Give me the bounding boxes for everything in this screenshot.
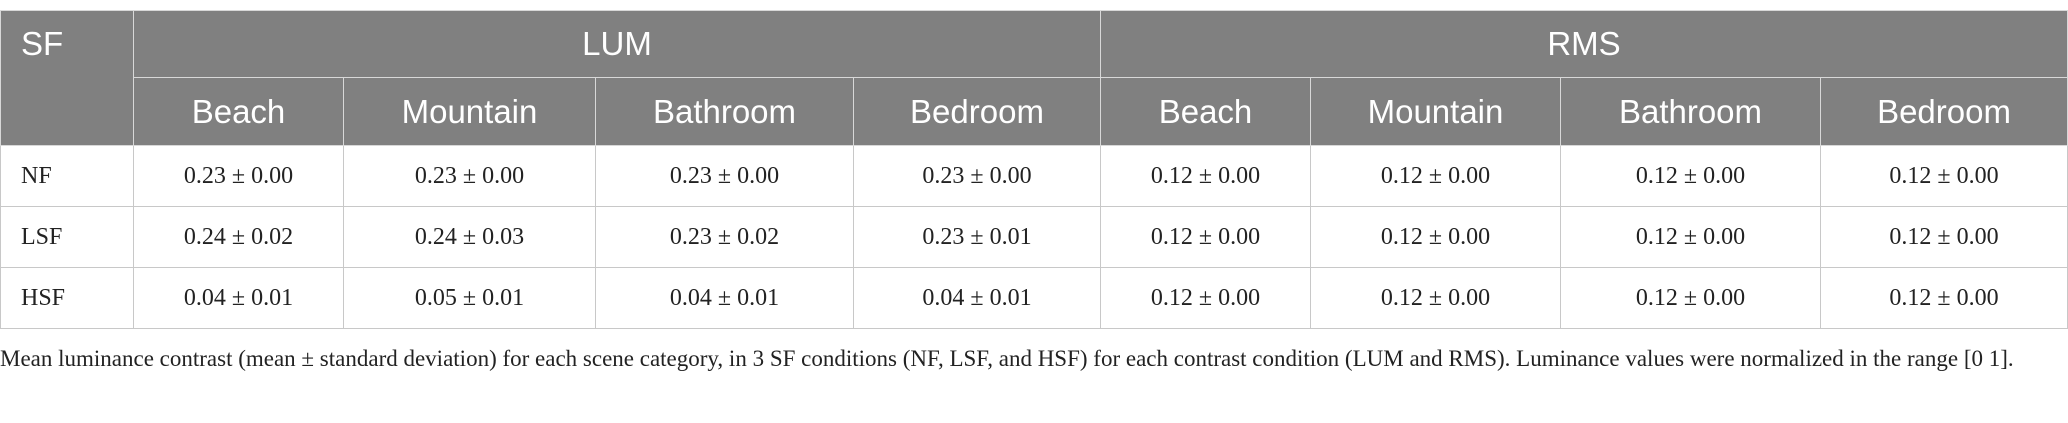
column-header: Bathroom <box>1560 77 1821 146</box>
table-cell: 0.12 ± 0.00 <box>1100 206 1311 268</box>
table-cell: 0.12 ± 0.00 <box>1310 206 1561 268</box>
table-cell: 0.23 ± 0.00 <box>343 145 596 207</box>
group-header: RMS <box>1099 10 2068 78</box>
column-header: Bedroom <box>1819 77 2068 146</box>
group-header: LUM <box>133 10 1101 78</box>
column-header: Bedroom <box>853 77 1101 146</box>
column-header: Mountain <box>1310 77 1561 146</box>
caption: Mean luminance contrast (mean ± standard… <box>0 346 2014 371</box>
table-cell: 0.23 ± 0.02 <box>595 206 854 268</box>
column-header: Mountain <box>343 77 596 146</box>
row-label: NF <box>0 145 134 207</box>
header-cell: SF <box>0 10 134 146</box>
table-cell: 0.04 ± 0.01 <box>853 267 1101 329</box>
row-label: HSF <box>0 267 134 329</box>
table-cell: 0.23 ± 0.00 <box>595 145 854 207</box>
table-cell: 0.12 ± 0.00 <box>1310 267 1561 329</box>
column-header: Bathroom <box>595 77 854 146</box>
header-row: SF LUM RMS <box>0 10 2068 146</box>
table-cell: 0.12 ± 0.00 <box>1100 267 1311 329</box>
table-cell: 0.04 ± 0.01 <box>595 267 854 329</box>
table-cell: 0.12 ± 0.00 <box>1819 267 2068 329</box>
table-cell: 0.12 ± 0.00 <box>1100 145 1311 207</box>
table-cell: 0.12 ± 0.00 <box>1819 145 2068 207</box>
data-table: SF LUM RMS Beach Mountain Bathroom Bedroom Beac… <box>0 10 2068 329</box>
table-cell: 0.12 ± 0.00 <box>1560 267 1821 329</box>
table-row: NF 0.23 ± 0.00 0.23 ± 0.00 0.23 ± 0.00 0.23 … <box>0 145 2068 207</box>
table-cell: 0.23 ± 0.01 <box>853 206 1101 268</box>
table-cell: 0.12 ± 0.00 <box>1310 145 1561 207</box>
table-row: LSF 0.24 ± 0.02 0.24 ± 0.03 0.23 ± 0.02 0.23… <box>0 206 2068 268</box>
header-row: Beach Mountain Bathroom Bedroom Beach Mountai… <box>1 77 2068 146</box>
column-header: Beach <box>133 77 344 146</box>
table-cell: 0.24 ± 0.03 <box>343 206 596 268</box>
table-cell: 0.12 ± 0.00 <box>1560 206 1821 268</box>
table-cell: 0.12 ± 0.00 <box>1560 145 1821 207</box>
column-header: Beach <box>1100 77 1311 146</box>
row-label: LSF <box>0 206 134 268</box>
table-cell: 0.23 ± 0.00 <box>853 145 1101 207</box>
table-row: HSF 0.04 ± 0.01 0.05 ± 0.01 0.04 ± 0.01 0.04… <box>0 267 2068 329</box>
table-cell: 0.12 ± 0.00 <box>1819 206 2068 268</box>
table-cell: 0.05 ± 0.01 <box>343 267 596 329</box>
table-cell: 0.23 ± 0.00 <box>133 145 344 207</box>
table-cell: 0.24 ± 0.02 <box>133 206 344 268</box>
table-cell: 0.04 ± 0.01 <box>133 267 344 329</box>
